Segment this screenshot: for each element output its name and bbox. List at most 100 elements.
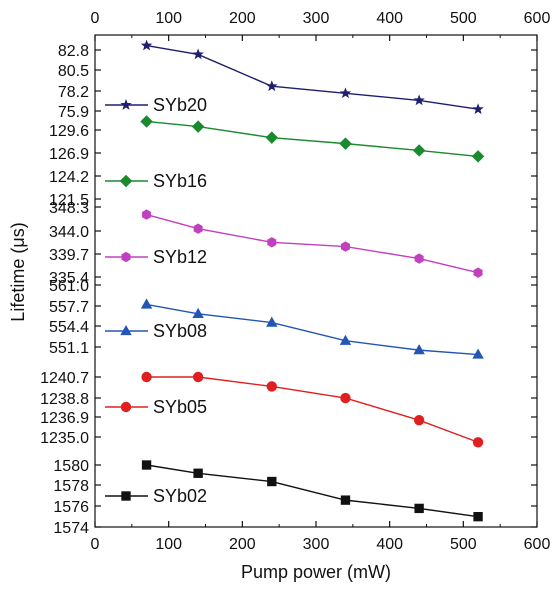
data-point [142, 209, 152, 220]
legend-marker [121, 491, 131, 501]
data-point [413, 414, 425, 426]
data-point [413, 94, 425, 106]
y-tick-label: 80.5 [58, 63, 89, 80]
legend-label: SYb20 [153, 95, 207, 115]
series-syb12: SYb12 [105, 209, 483, 278]
data-point [266, 316, 278, 327]
x-tick-label-top: 0 [91, 10, 100, 27]
y-tick-label: 1235.0 [40, 430, 89, 447]
data-point [473, 267, 483, 278]
data-point [412, 144, 426, 157]
data-point [140, 39, 153, 51]
legend-label: SYb02 [153, 486, 207, 506]
y-tick-label: 129.6 [49, 123, 89, 140]
series-line [146, 213, 479, 274]
series-syb05: SYb05 [105, 371, 484, 448]
data-point [340, 392, 351, 404]
y-tick-label: 1578 [53, 478, 89, 495]
data-point [193, 468, 203, 478]
y-tick-label: 1576 [53, 499, 89, 516]
legend-label: SYb08 [153, 321, 207, 341]
data-point [340, 495, 351, 505]
data-point [414, 503, 424, 514]
y-tick-label: 75.9 [58, 104, 89, 121]
y-tick-label: 348.3 [49, 200, 89, 217]
data-point [267, 476, 277, 487]
y-tick-label: 1240.7 [40, 370, 89, 387]
data-point [472, 348, 484, 359]
series-line [146, 303, 479, 356]
x-axis-title: Pump power (mW) [241, 562, 391, 582]
x-tick-label-top: 600 [524, 10, 551, 27]
y-tick-label: 124.2 [49, 169, 89, 186]
x-tick-label-bottom: 300 [303, 536, 330, 553]
x-tick-label-bottom: 600 [524, 536, 551, 553]
series-line [146, 44, 479, 110]
data-point [471, 150, 485, 163]
series-syb20: SYb20 [105, 39, 484, 115]
series-line [146, 120, 479, 158]
data-point [473, 511, 483, 522]
y-axis-title: Lifetime (μs) [8, 222, 28, 321]
x-tick-label-top: 400 [376, 10, 403, 27]
legend-marker [120, 325, 132, 336]
data-point [414, 253, 424, 264]
y-tick-label: 344.0 [49, 224, 89, 241]
y-tick-label: 554.4 [49, 319, 89, 336]
x-tick-label-bottom: 500 [450, 536, 477, 553]
data-point [265, 131, 279, 144]
x-tick-label-top: 300 [303, 10, 330, 27]
y-tick-label: 551.1 [49, 340, 89, 357]
data-point [192, 48, 204, 60]
data-point [472, 437, 484, 448]
x-tick-label-bottom: 0 [91, 536, 100, 553]
data-point [141, 460, 152, 470]
data-point [340, 241, 350, 252]
data-point [141, 371, 152, 383]
y-tick-label: 1574 [53, 520, 89, 537]
y-tick-label: 1580 [53, 458, 89, 475]
legend-label: SYb05 [153, 397, 207, 417]
legend-label: SYb12 [153, 247, 207, 267]
x-tick-label-top: 200 [229, 10, 256, 27]
legend-marker [121, 251, 131, 263]
x-tick-label-bottom: 400 [376, 536, 403, 553]
legend-marker [120, 99, 132, 110]
x-tick-label-top: 500 [450, 10, 477, 27]
series-syb02: SYb02 [105, 460, 483, 522]
data-point [339, 87, 352, 99]
y-tick-label: 335.4 [49, 270, 89, 287]
axes-layer: 0 0 100 100 200 200 300 300 400 400 500 500 600 600 82… [40, 10, 550, 553]
series-layer: SYb20 SYb16 SYb12 SYb08 SYb05 SYb02 [105, 39, 485, 522]
data-point [192, 307, 204, 318]
data-point [266, 80, 278, 92]
y-tick-label: 561.0 [49, 278, 89, 295]
data-point [192, 371, 204, 383]
series-syb08: SYb08 [105, 298, 484, 359]
data-point [267, 237, 277, 248]
legend-marker [119, 174, 133, 188]
y-tick-label: 557.7 [49, 299, 89, 316]
data-point [413, 344, 425, 355]
y-tick-label: 1238.8 [40, 391, 89, 408]
x-tick-label-bottom: 200 [229, 536, 256, 553]
y-tick-label: 121.5 [49, 192, 89, 209]
series-line [146, 464, 479, 518]
x-tick-label-top: 100 [155, 10, 182, 27]
legend-marker [120, 401, 132, 413]
data-point [339, 334, 352, 345]
x-tick-label-bottom: 100 [155, 536, 182, 553]
data-point [191, 120, 205, 133]
y-tick-label: 1236.9 [40, 410, 89, 427]
series-syb16: SYb16 [105, 115, 485, 191]
data-point [140, 115, 153, 128]
data-point [472, 103, 484, 115]
data-point [193, 223, 203, 234]
y-tick-label: 126.9 [49, 146, 89, 163]
legend-label: SYb16 [153, 171, 207, 191]
series-line [146, 376, 479, 443]
data-point [266, 381, 277, 392]
y-tick-label: 78.2 [58, 84, 89, 101]
data-point [140, 298, 153, 309]
